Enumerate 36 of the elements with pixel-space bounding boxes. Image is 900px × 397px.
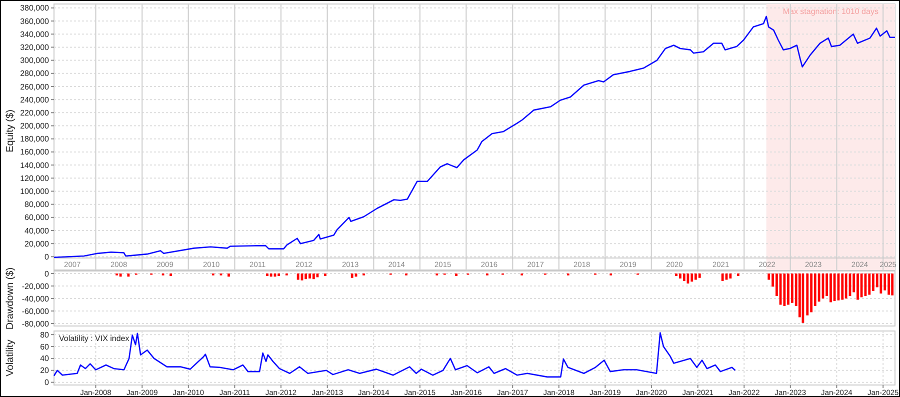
y-tick-label: 80	[40, 330, 50, 340]
y-tick-label: -60,000	[22, 306, 50, 316]
y-tick-label: 200,000	[20, 122, 50, 131]
y-tick-label: 20,000	[24, 239, 50, 248]
y-tick-label: 160,000	[20, 148, 50, 157]
y-tick-label: 0	[44, 252, 50, 262]
y-tick-label: 0	[44, 378, 50, 388]
y-tick-label: 280,000	[20, 69, 50, 78]
y-tick-label: 40,000	[24, 226, 50, 236]
y-tick-label: 140,000	[20, 160, 50, 170]
y-tick-label: 100,000	[20, 187, 50, 196]
y-tick-label: 60,000	[24, 213, 50, 222]
line-series	[53, 332, 736, 378]
y-tick-label: 80,000	[24, 200, 50, 210]
y-axis-title: Drawdown ($)	[5, 267, 16, 330]
y-tick-label: 340,000	[20, 30, 50, 39]
y-tick-label: -80,000	[22, 319, 50, 328]
y-axis-title: Volatility	[5, 340, 16, 376]
y-tick-label: 260,000	[20, 82, 50, 92]
y-tick-label: 320,000	[20, 43, 50, 52]
y-tick-label: 40	[40, 354, 50, 364]
y-tick-label: 0	[44, 269, 50, 278]
y-tick-label: 60	[40, 342, 50, 352]
y-tick-label: 120,000	[20, 174, 50, 183]
line-series	[53, 16, 896, 258]
y-tick-label: -20,000	[22, 282, 50, 291]
y-tick-label: 220,000	[20, 108, 50, 118]
y-tick-label: 240,000	[20, 95, 50, 104]
y-tick-label: 20	[40, 366, 50, 376]
y-tick-label: 380,000	[20, 4, 50, 13]
y-tick-label: 180,000	[20, 134, 50, 144]
y-axis-title: Equity ($)	[5, 110, 16, 152]
y-tick-label: -40,000	[22, 294, 50, 304]
annotation: Volatility : VIX index	[59, 334, 130, 343]
y-tick-label: 300,000	[20, 56, 50, 66]
y-tick-label: 360,000	[20, 16, 50, 26]
